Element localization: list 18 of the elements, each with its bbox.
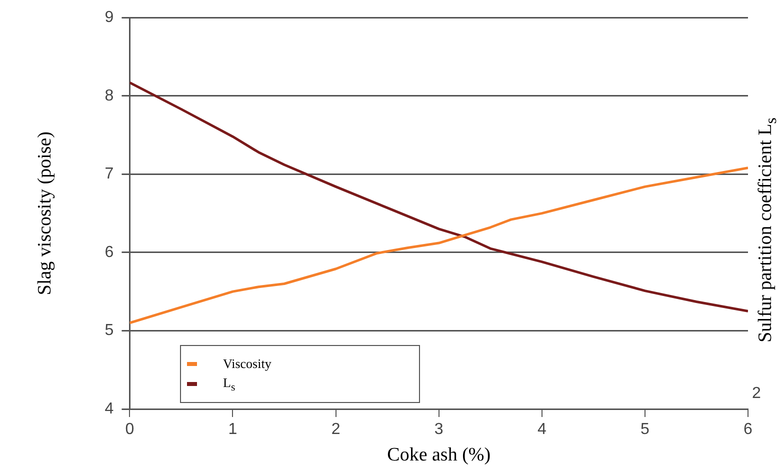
x-tick-label: 2	[331, 421, 340, 438]
x-tick-label: 3	[434, 421, 444, 438]
y-axis-title: Slag viscosity (poise)	[34, 131, 56, 296]
y-tick-label: 9	[104, 9, 114, 26]
y-tick-label: 4	[104, 400, 114, 418]
legend-label: Viscosity	[223, 356, 272, 372]
x-tick-label: 5	[640, 421, 650, 438]
y-tick-label: 5	[104, 322, 114, 340]
x-tick-label: 6	[744, 421, 753, 438]
y-tick-label: 8	[104, 87, 114, 104]
x-axis-title: Coke ash (%)	[387, 444, 491, 466]
x-tick-label: 1	[228, 421, 238, 438]
text: 2	[752, 385, 761, 403]
x-tick-label: 0	[125, 421, 134, 438]
x-tick-label: 4	[537, 421, 546, 438]
legend-label: L$_{s}$	[223, 374, 236, 394]
y-tick-label: 7	[104, 166, 114, 183]
y-tick-label: 6	[104, 244, 114, 261]
